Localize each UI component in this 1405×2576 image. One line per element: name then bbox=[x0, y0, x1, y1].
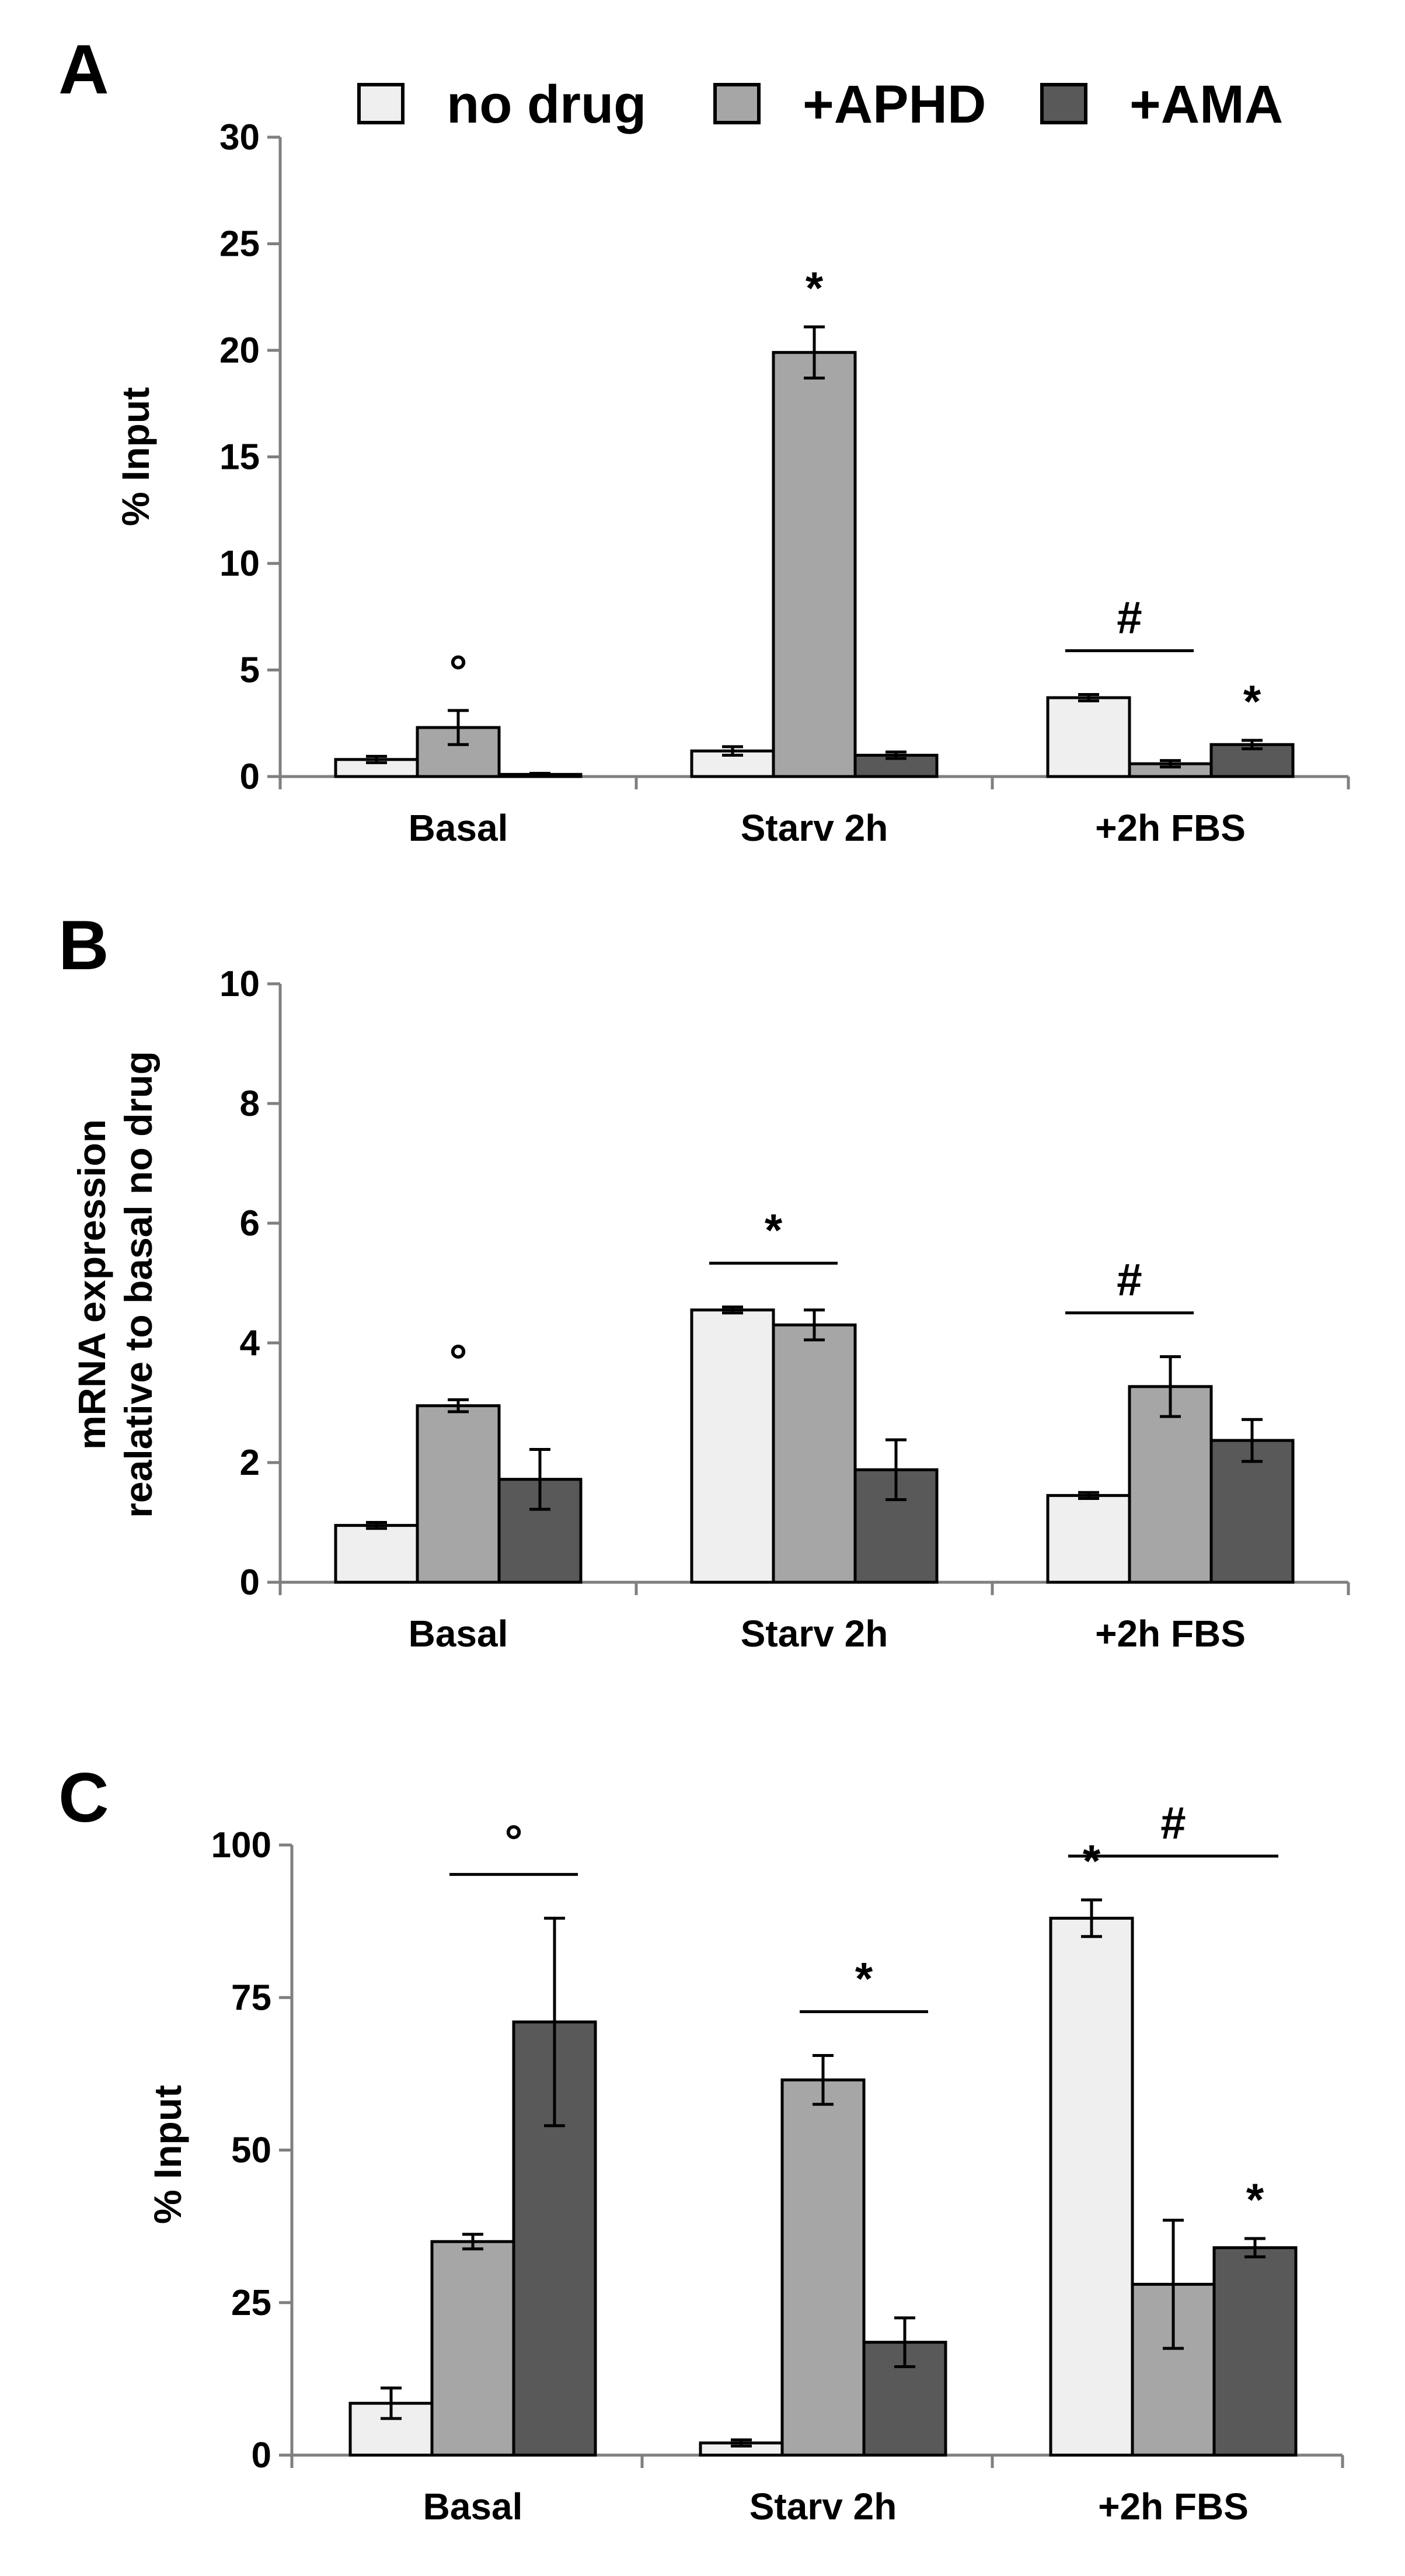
y-tick-label: 0 bbox=[240, 757, 260, 797]
y-tick-label: 15 bbox=[219, 437, 260, 478]
legend-swatch bbox=[713, 83, 761, 124]
y-tick-label: 20 bbox=[219, 330, 260, 371]
bar bbox=[1046, 696, 1131, 778]
significance-mark: ° bbox=[504, 1815, 522, 1867]
x-tick-label: Starv 2h bbox=[741, 807, 888, 849]
x-tick-label: Starv 2h bbox=[741, 1613, 888, 1655]
bar bbox=[780, 2078, 866, 2457]
y-axis-title-line: % Input bbox=[146, 2085, 189, 2224]
bar bbox=[416, 726, 501, 778]
legend-swatch bbox=[357, 83, 405, 124]
y-axis-title-line: mRNA expression bbox=[70, 1119, 113, 1450]
y-tick-label: 10 bbox=[219, 964, 260, 1004]
y-axis-title: mRNA expressionrealative to basal no dru… bbox=[70, 1051, 160, 1518]
y-axis-title-line: % Input bbox=[114, 387, 157, 526]
y-tick-label: 75 bbox=[231, 1978, 271, 2018]
x-tick-label: Basal bbox=[409, 807, 508, 849]
panel-b: B 0 2 4 6 8 10 Basal Starv 2h +2h FBS mRNA express… bbox=[58, 906, 1350, 1655]
panel-letter: C bbox=[58, 1759, 109, 1837]
bar bbox=[1212, 2246, 1298, 2457]
bar bbox=[1046, 1494, 1131, 1584]
bar bbox=[334, 1524, 419, 1584]
bar bbox=[690, 1308, 775, 1584]
significance-mark: ° bbox=[449, 1335, 467, 1386]
bar bbox=[772, 1323, 857, 1584]
x-tick-label: Basal bbox=[409, 1613, 508, 1655]
y-tick-label: 6 bbox=[240, 1203, 260, 1244]
panel-letter: A bbox=[58, 30, 109, 109]
y-axis-title: % Input bbox=[146, 2085, 189, 2224]
legend-label: no drug bbox=[447, 75, 646, 134]
significance-mark: * bbox=[1243, 676, 1261, 727]
bar bbox=[416, 1404, 501, 1584]
significance-mark: # bbox=[1117, 591, 1142, 643]
significance-mark: * bbox=[855, 1953, 873, 2004]
y-tick-label: 5 bbox=[240, 650, 260, 691]
significance-mark: * bbox=[1083, 1835, 1101, 1886]
y-tick-label: 4 bbox=[240, 1323, 260, 1363]
y-tick-label: 100 bbox=[211, 1825, 271, 1865]
x-tick-label: Starv 2h bbox=[749, 2486, 897, 2528]
panel-letter: B bbox=[58, 906, 109, 984]
x-tick-label: +2h FBS bbox=[1095, 807, 1246, 849]
x-tick-label: +2h FBS bbox=[1095, 1613, 1246, 1655]
y-tick-label: 25 bbox=[231, 2283, 271, 2323]
bar bbox=[1049, 1916, 1134, 2457]
y-tick-label: 0 bbox=[240, 1562, 260, 1603]
y-tick-label: 0 bbox=[252, 2435, 271, 2476]
x-tick-label: Basal bbox=[423, 2486, 523, 2528]
legend-swatch bbox=[1040, 83, 1087, 124]
significance-mark: # bbox=[1117, 1254, 1142, 1306]
legend-label: +AMA bbox=[1129, 75, 1283, 134]
bar bbox=[1209, 1439, 1295, 1584]
panel-a: A 0 5 10 15 20 25 30 Basal Starv 2h +2h FBS % Input… bbox=[58, 30, 1350, 849]
legend: no drug +APHD +AMA bbox=[357, 75, 1283, 134]
y-tick-label: 50 bbox=[231, 2131, 271, 2171]
y-axis-title-line: realative to basal no drug bbox=[117, 1051, 160, 1518]
significance-mark: * bbox=[765, 1205, 783, 1256]
bar bbox=[430, 2240, 515, 2457]
y-tick-label: 8 bbox=[240, 1084, 260, 1124]
significance-mark: # bbox=[1160, 1797, 1186, 1849]
y-tick-label: 10 bbox=[219, 544, 260, 584]
significance-mark: * bbox=[1246, 2174, 1264, 2225]
bar bbox=[772, 351, 857, 778]
significance-mark: ° bbox=[449, 646, 467, 697]
x-tick-label: +2h FBS bbox=[1098, 2486, 1249, 2528]
significance-mark: * bbox=[806, 262, 824, 314]
legend-label: +APHD bbox=[803, 75, 986, 134]
y-tick-label: 30 bbox=[219, 117, 260, 158]
y-tick-label: 2 bbox=[240, 1443, 260, 1483]
y-axis-title: % Input bbox=[114, 387, 157, 526]
y-tick-label: 25 bbox=[219, 224, 260, 264]
panel-c: C 0 25 50 75 100 Basal Starv 2h +2h FBS % Input ° *… bbox=[58, 1759, 1344, 2528]
